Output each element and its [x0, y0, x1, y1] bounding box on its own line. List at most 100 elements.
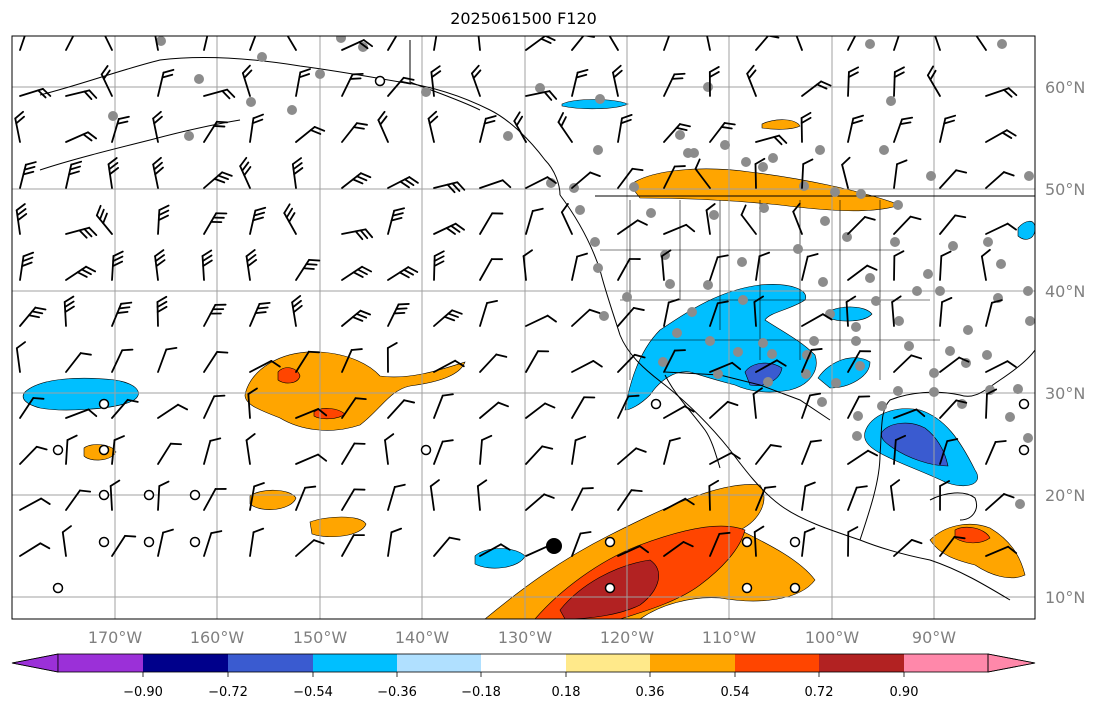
wind-barb	[247, 387, 258, 419]
wind-barb	[893, 354, 923, 373]
wind-barb	[752, 387, 763, 419]
wind-barb	[663, 349, 686, 373]
wind-barb	[709, 452, 741, 465]
wind-barb	[891, 295, 902, 327]
wind-barb	[19, 497, 51, 511]
wind-barb	[245, 433, 256, 465]
contour-positive-canada-small	[761, 119, 801, 130]
wind-barb	[753, 525, 765, 557]
wind-barb	[525, 314, 557, 327]
wind-barb	[663, 541, 694, 557]
wind-barb	[15, 203, 28, 235]
wind-barb	[249, 482, 265, 511]
coastline-west-coast	[559, 194, 1011, 601]
wind-barb	[571, 396, 596, 419]
wind-barb	[663, 36, 674, 51]
wind-barb	[800, 111, 812, 143]
wind-barb	[755, 251, 771, 281]
wind-barb	[792, 202, 803, 235]
wind-barb	[893, 66, 905, 97]
wind-barb	[387, 36, 402, 51]
lat-label-60: 60°N	[1045, 78, 1085, 97]
lon-label-90w: 90°W	[912, 628, 956, 647]
colorbar-extend-low	[11, 653, 59, 673]
wind-barb	[801, 313, 833, 327]
wind-barb	[708, 479, 720, 511]
wind-barb	[107, 157, 120, 189]
wind-barb	[663, 223, 696, 235]
wind-barb	[65, 160, 83, 189]
colorbar-label-4: −0.36	[377, 685, 417, 700]
wind-barb	[471, 64, 482, 97]
wind-barb	[571, 531, 592, 557]
colorbar-bin-9	[735, 654, 819, 672]
colorbar-extend-high	[987, 653, 1036, 673]
wind-barb	[377, 110, 389, 143]
wind-barb	[801, 158, 814, 189]
wind-barb	[479, 353, 508, 373]
wind-barb	[801, 481, 816, 511]
wind-barb	[571, 360, 603, 373]
wind-barb	[985, 299, 1003, 327]
wind-barb	[617, 219, 648, 235]
wind-barb	[571, 308, 601, 327]
wind-barb	[65, 226, 98, 239]
wind-barb	[157, 68, 175, 97]
wind-barb	[985, 171, 1015, 189]
map-panel	[12, 36, 1035, 619]
wind-barb	[617, 307, 645, 327]
wind-barb	[387, 527, 403, 557]
wind-barb	[709, 400, 739, 419]
wind-barb	[985, 440, 1007, 465]
wind-barb	[341, 39, 374, 51]
wind-barb	[479, 434, 493, 465]
wind-barb	[985, 222, 1017, 235]
wind-barb	[705, 203, 716, 235]
wind-barb	[341, 122, 368, 143]
wind-barb	[617, 258, 641, 281]
wind-barb	[985, 129, 1017, 143]
wind-barb	[939, 480, 951, 511]
wind-barb	[522, 249, 533, 281]
wind-barb	[203, 437, 222, 465]
colorbar-label-3: −0.54	[293, 685, 333, 700]
wind-barb	[295, 350, 321, 373]
colorbar-bin-5	[397, 654, 481, 672]
wind-barb	[15, 341, 26, 373]
wind-barb	[663, 405, 695, 419]
wind-barb	[341, 397, 367, 419]
wind-barb	[663, 497, 695, 511]
colorbar-label-2: −0.72	[208, 685, 248, 700]
wind-barb	[476, 36, 481, 51]
wind-barb	[939, 438, 959, 465]
lon-label-140w: 140°W	[395, 628, 450, 647]
wind-barb	[14, 110, 25, 143]
wind-barb	[341, 172, 372, 189]
wind-barb	[295, 485, 317, 511]
wind-barb	[847, 395, 871, 419]
wind-barb	[479, 543, 511, 557]
wind-barb	[847, 264, 878, 281]
wind-barb	[663, 72, 686, 97]
wind-barb	[513, 111, 527, 143]
wind-barb	[282, 36, 297, 51]
wind-barb	[971, 36, 987, 51]
wind-barb	[111, 115, 130, 143]
wind-barb	[63, 295, 75, 327]
wind-barb	[571, 171, 601, 189]
wind-barb	[709, 531, 731, 557]
wind-barb	[433, 36, 439, 51]
latitude-labels: 60°N 50°N 40°N 30°N 20°N 10°N	[1045, 78, 1085, 607]
wind-barb	[740, 204, 757, 235]
colorbar-label-1: −0.90	[123, 685, 163, 700]
wind-barb	[203, 530, 223, 557]
wind-barb	[384, 433, 395, 465]
wind-barb	[893, 539, 923, 557]
wind-barb	[847, 66, 860, 97]
wind-barb	[841, 156, 851, 189]
wind-barb	[433, 536, 461, 557]
wind-barb	[617, 447, 647, 465]
wind-barb	[95, 204, 113, 235]
wind-barb	[387, 76, 415, 97]
